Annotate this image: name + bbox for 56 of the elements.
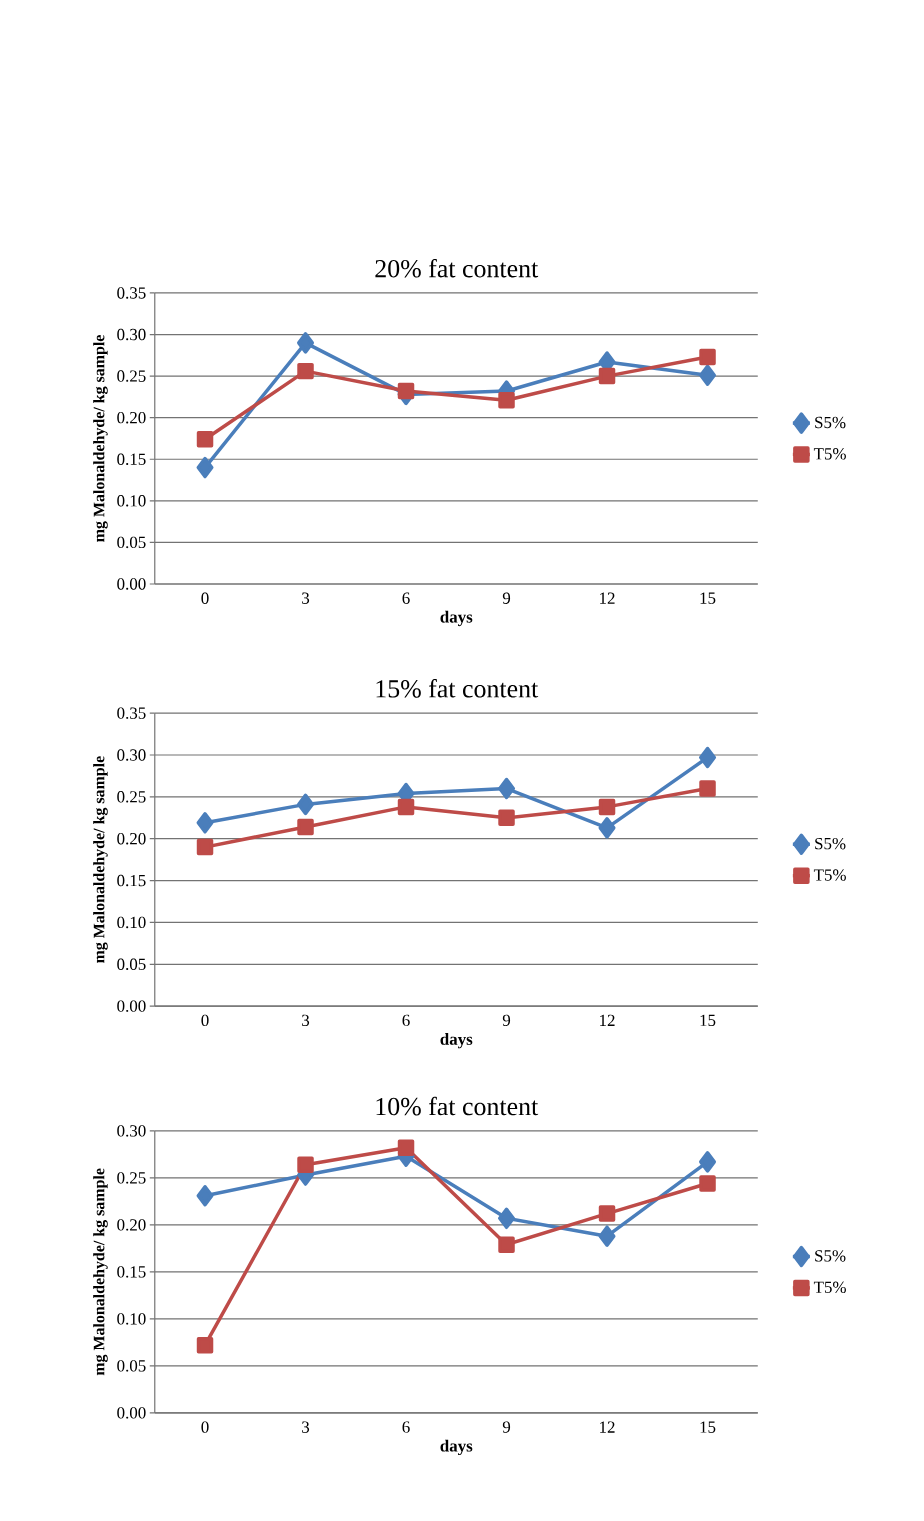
y-tick-label: 0.10 [117, 1313, 146, 1325]
x-tick-label: 6 [402, 1014, 410, 1027]
x-tick-label: 6 [402, 592, 410, 604]
x-tick-label: 0 [201, 592, 209, 604]
y-tick-label: 0.20 [117, 832, 146, 845]
x-tick-label: 15 [700, 1014, 716, 1027]
legend-label: S5% [815, 1250, 846, 1262]
y-tick-label: 0.15 [117, 453, 146, 465]
x-tick-label: 6 [402, 1421, 410, 1433]
y-tick-label: 0.25 [117, 1172, 146, 1184]
y-tick-label: 0.00 [117, 578, 146, 590]
y-tick-label: 0.05 [117, 958, 146, 971]
chart-title: 15% fat content [376, 679, 539, 698]
x-tick-label: 0 [201, 1421, 209, 1433]
x-tick-label: 9 [502, 592, 511, 604]
x-tick-label: 15 [700, 1421, 716, 1433]
legend-label: T5% [813, 1281, 846, 1293]
legend-label: S5% [815, 416, 846, 429]
y-tick-label: 0.15 [117, 1266, 146, 1278]
legend-label: T5% [813, 448, 846, 460]
x-tick-label: 12 [600, 1421, 615, 1433]
y-tick-label: 0.05 [117, 536, 146, 549]
x-axis-title: days [440, 610, 473, 627]
x-tick-label: 12 [600, 592, 615, 604]
chart-title: 20% fat content [375, 258, 539, 278]
y-axis-title: mg Malonaldehyde/ kg sample [93, 1168, 108, 1376]
legend-label: S5% [815, 837, 846, 850]
y-tick-label: 0.25 [117, 370, 146, 382]
y-tick-label: 0.20 [117, 411, 146, 424]
legend-label: T5% [813, 869, 846, 881]
x-tick-label: 9 [502, 1421, 511, 1433]
y-tick-label: 0.30 [117, 1125, 146, 1137]
y-axis-title: mg Malonaldehyde/ kg sample [93, 335, 108, 542]
chart-title: 10% fat content [376, 1096, 539, 1116]
x-tick-label: 9 [502, 1014, 511, 1027]
x-tick-label: 12 [600, 1014, 615, 1026]
x-tick-label: 3 [302, 592, 310, 604]
x-tick-label: 3 [302, 1014, 310, 1027]
y-tick-label: 0.35 [117, 707, 146, 719]
y-tick-label: 0.20 [117, 1219, 146, 1231]
y-tick-label: 0.30 [117, 328, 146, 341]
y-tick-label: 0.30 [117, 749, 146, 761]
y-tick-label: 0.15 [117, 874, 146, 887]
x-tick-label: 15 [700, 592, 716, 604]
x-axis-title: days [440, 1032, 473, 1049]
x-tick-label: 3 [302, 1421, 310, 1433]
y-axis-title: mg Malonaldehyde/ kg sample [93, 756, 108, 964]
y-tick-label: 0.10 [117, 916, 146, 929]
y-tick-label: 0.10 [117, 495, 146, 507]
y-tick-label: 0.35 [117, 287, 146, 299]
y-tick-label: 0.25 [117, 791, 146, 803]
x-axis-title: days [440, 1439, 473, 1456]
x-tick-label: 0 [201, 1014, 209, 1027]
y-tick-label: 0.05 [117, 1360, 146, 1372]
y-tick-label: 0.00 [117, 1000, 146, 1012]
y-tick-label: 0.00 [117, 1407, 146, 1419]
